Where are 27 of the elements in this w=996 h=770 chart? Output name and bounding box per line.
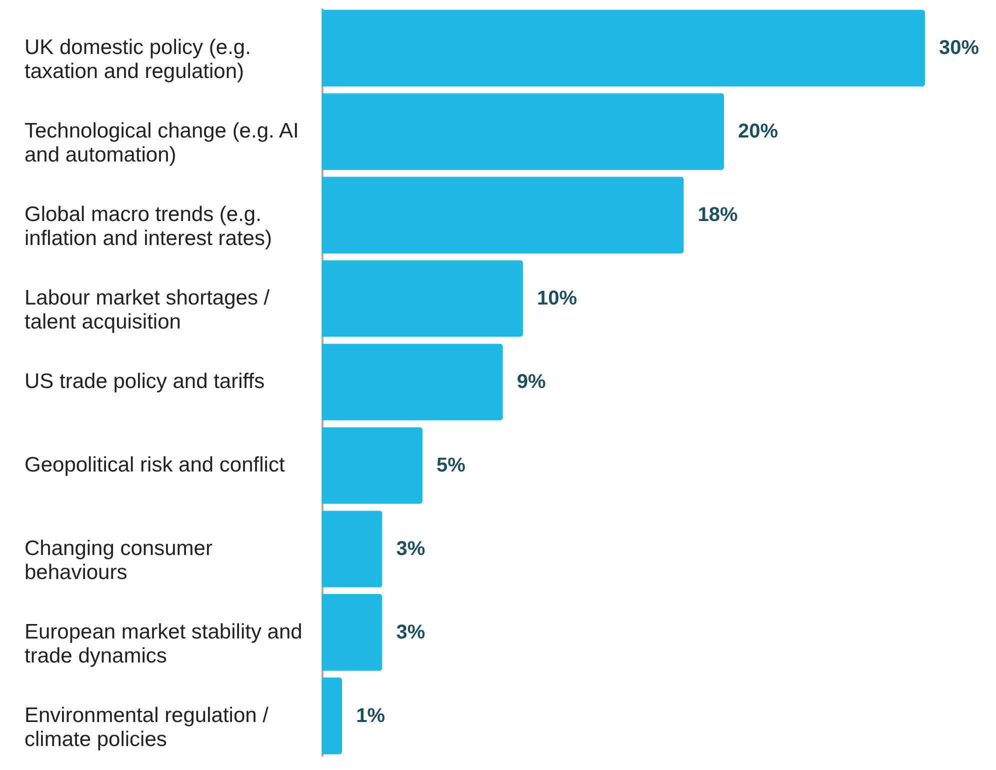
bar — [322, 260, 523, 337]
bar — [322, 594, 382, 671]
bar — [322, 344, 503, 420]
data-label: 10% — [537, 288, 578, 310]
data-label: 1% — [356, 704, 386, 727]
bar — [322, 93, 724, 170]
y-tick-label: Changing consumer behaviours — [24, 536, 212, 584]
data-label: 30% — [939, 37, 980, 60]
bar — [322, 427, 422, 504]
data-label: 5% — [436, 454, 466, 476]
y-tick-label: Environmental regulation / climate policies — [24, 704, 269, 751]
y-tick-label: Labour market shortages / talent acquisition — [24, 286, 270, 334]
data-label: 20% — [738, 120, 778, 143]
bar — [322, 678, 342, 754]
y-tick-label: Geopolitical risk and conflict — [24, 453, 285, 476]
y-tick-label: US trade policy and tariffs — [24, 370, 265, 393]
data-label: 3% — [396, 621, 426, 644]
bar — [322, 510, 382, 588]
data-label: 18% — [698, 204, 738, 226]
data-label: 9% — [516, 371, 546, 393]
bar — [322, 176, 684, 254]
y-tick-label: Global macro trends (e.g. inflation and interest rates) — [24, 203, 272, 250]
y-tick-label: Technological change (e.g. AI and automation) — [24, 120, 299, 167]
bar — [322, 10, 925, 86]
y-tick-label: European market stability and trade dynamics — [24, 620, 302, 668]
data-label: 3% — [396, 538, 426, 560]
y-tick-label: UK domestic policy (e.g. taxation and regulation) — [24, 36, 251, 84]
